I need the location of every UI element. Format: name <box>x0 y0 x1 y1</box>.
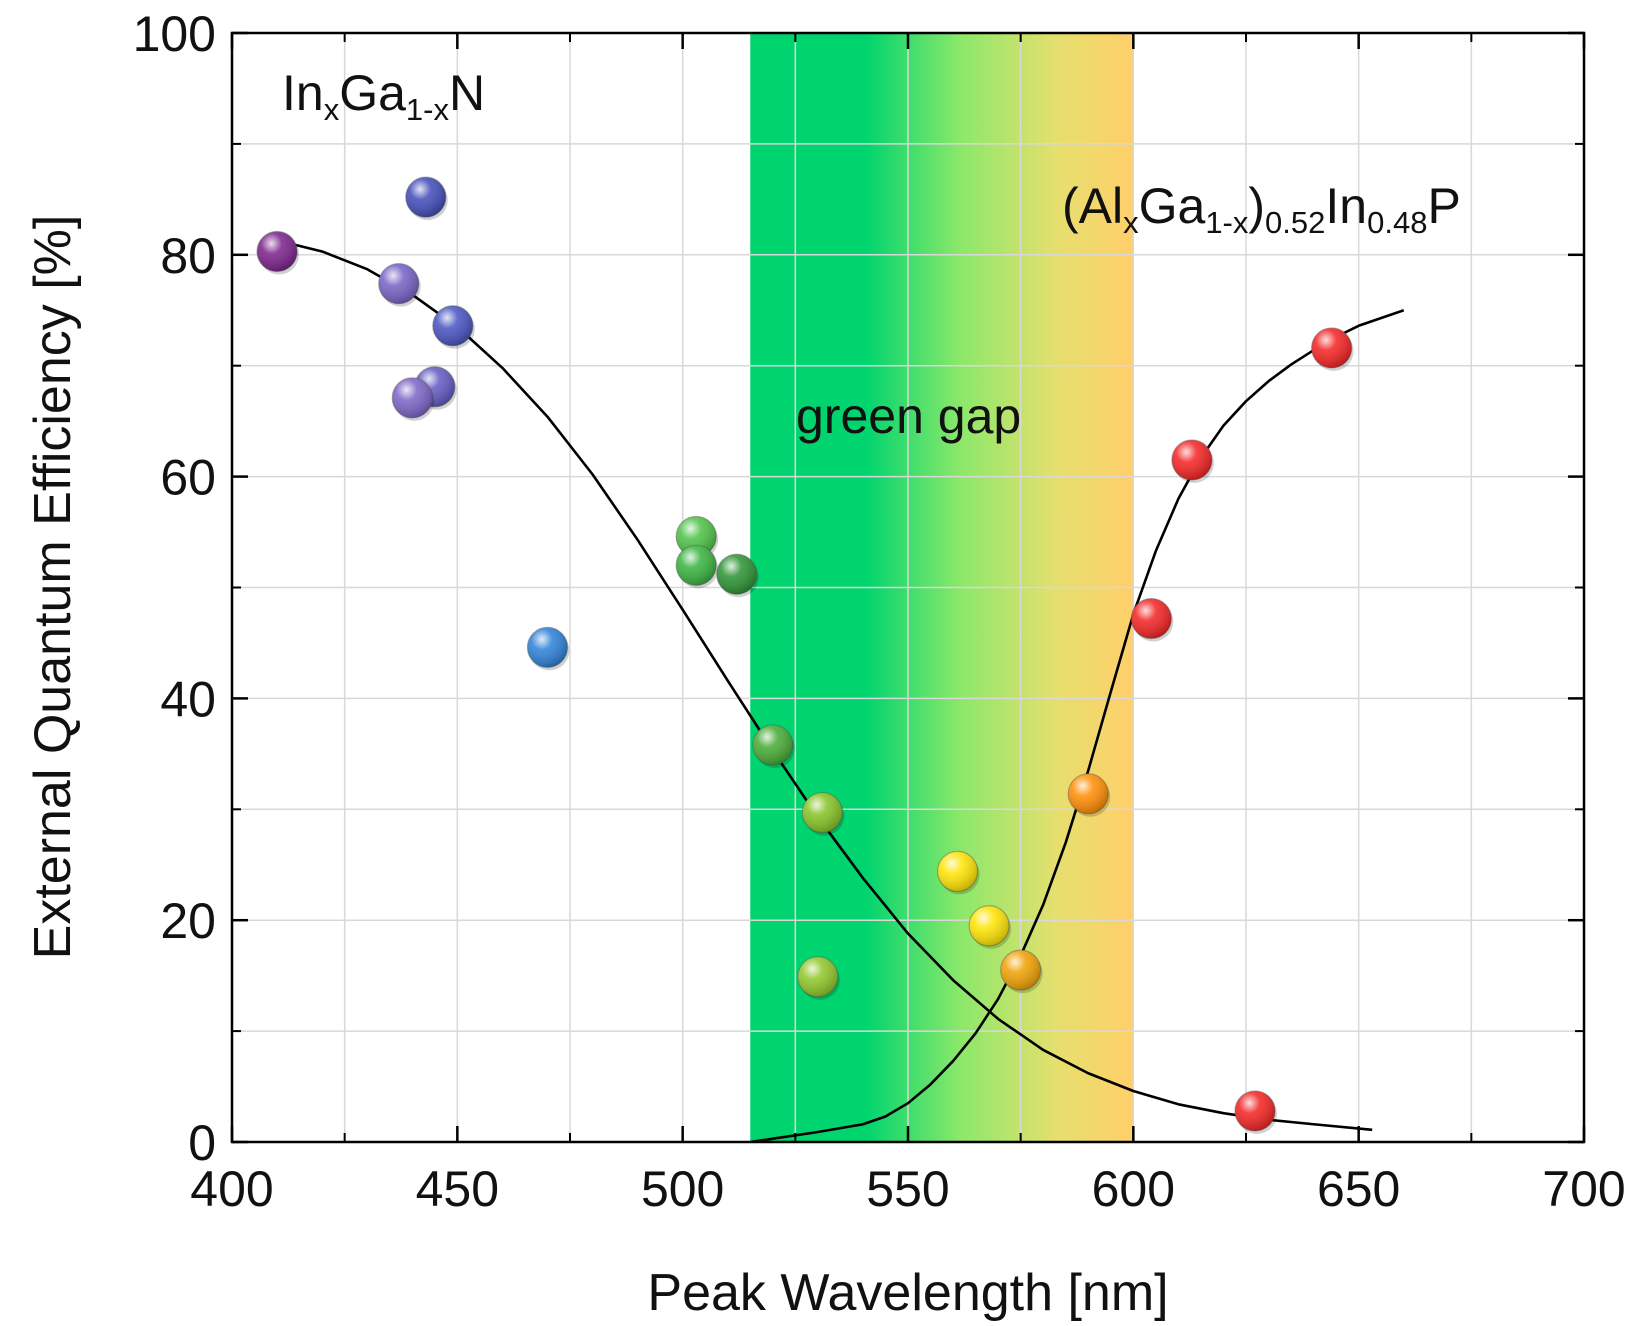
data-point-highlight <box>1171 439 1212 480</box>
data-point-highlight <box>405 177 446 218</box>
data-point <box>1130 597 1174 642</box>
x-axis-title: Peak Wavelength [nm] <box>647 1264 1168 1322</box>
data-point <box>256 230 300 275</box>
data-point <box>432 305 475 349</box>
algainp-al: (Al <box>1062 178 1123 234</box>
data-point <box>801 792 845 836</box>
data-point-highlight <box>1068 773 1109 814</box>
algainp-p: P <box>1427 178 1460 234</box>
data-point-highlight <box>716 554 757 595</box>
y-tick-label: 60 <box>160 450 216 506</box>
y-tick-label: 100 <box>133 6 216 62</box>
algainp-in: In <box>1325 178 1367 234</box>
data-point-highlight <box>802 792 843 833</box>
algainp-sub-1x: 1-x <box>1205 205 1249 240</box>
data-point <box>378 263 421 307</box>
y-tick-label: 40 <box>160 671 216 727</box>
y-tick-label: 80 <box>160 228 216 284</box>
data-point-highlight <box>1235 1090 1276 1131</box>
grid <box>232 33 1584 1142</box>
data-point <box>1234 1090 1278 1134</box>
algainp-paren: ) <box>1248 178 1265 234</box>
data-point <box>1067 773 1111 817</box>
y-tick-label: 0 <box>188 1115 216 1171</box>
trend-line-2 <box>750 309 1405 1142</box>
data-point <box>526 626 570 671</box>
x-tick-label: 650 <box>1317 1161 1400 1217</box>
axes: 400 450 500 550 600 650 700 0 20 40 60 80 100 <box>133 6 1626 1217</box>
algainp-sub-x: x <box>1123 205 1139 240</box>
data-point-highlight <box>676 516 717 557</box>
x-tick-label: 400 <box>190 1161 273 1217</box>
data-point <box>675 544 719 589</box>
data-point-highlight <box>1131 598 1172 639</box>
data-point-highlight <box>527 627 568 668</box>
data-point <box>716 553 759 598</box>
data-point <box>752 724 795 768</box>
data-point-highlight <box>937 851 978 892</box>
x-tick-label: 500 <box>641 1161 724 1217</box>
data-point <box>797 956 840 1000</box>
data-point-highlight <box>676 545 717 586</box>
data-point <box>391 377 435 421</box>
x-tick-label: 700 <box>1542 1161 1625 1217</box>
ingan-n: N <box>449 65 485 121</box>
y-axis-title: External Quantum Efficiency [%] <box>24 215 82 960</box>
x-tick-label: 450 <box>416 1161 499 1217</box>
ingan-label: InxGa1-xN <box>282 65 485 127</box>
data-point-highlight <box>752 724 793 765</box>
data-point <box>405 176 448 221</box>
algainp-ga: Ga <box>1139 178 1206 234</box>
ingan-in: In <box>282 65 324 121</box>
y-tick-label: 20 <box>160 893 216 949</box>
algainp-label: (AlxGa1-x)0.52In0.48P <box>1062 178 1461 240</box>
algainp-sub-052: 0.52 <box>1265 205 1325 240</box>
data-point-highlight <box>969 905 1010 946</box>
data-point-highlight <box>1311 327 1352 368</box>
data-point <box>675 515 719 560</box>
ingan-ga: Ga <box>339 65 406 121</box>
data-point-highlight <box>378 263 419 304</box>
data-point <box>968 905 1012 949</box>
ingan-sub-1x: 1-x <box>406 92 450 127</box>
data-point-highlight <box>392 377 433 418</box>
x-tick-label: 550 <box>866 1161 949 1217</box>
data-point-highlight <box>257 231 298 272</box>
algainp-sub-048: 0.48 <box>1367 205 1427 240</box>
data-point-highlight <box>432 305 473 346</box>
data-point <box>1311 327 1354 371</box>
data-point-highlight <box>1000 950 1041 991</box>
data-point-highlight <box>797 956 838 997</box>
data-point <box>936 850 980 895</box>
data-points <box>256 176 1354 1134</box>
data-point <box>1171 439 1214 483</box>
green-gap-label: green gap <box>796 388 1021 444</box>
data-point <box>1000 949 1043 994</box>
ingan-sub-x: x <box>324 92 340 127</box>
x-tick-label: 600 <box>1092 1161 1175 1217</box>
